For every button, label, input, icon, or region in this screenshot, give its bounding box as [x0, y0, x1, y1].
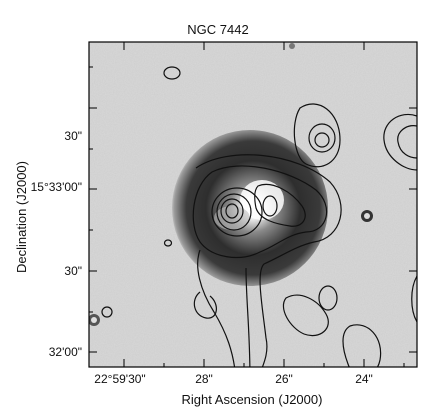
plot-frame [88, 41, 418, 368]
x-tick-label: 22°59'30" [94, 372, 146, 386]
radio-contours [101, 66, 417, 367]
x-tick-label: 26" [275, 372, 293, 386]
tick-marks [89, 42, 417, 367]
figure-title: NGC 7442 [187, 22, 249, 37]
y-tick-label: 30" [64, 264, 82, 278]
x-axis-label: Right Ascension (J2000) [181, 392, 323, 407]
x-tick-label: 28" [195, 372, 213, 386]
y-tick-label: 32'00" [48, 345, 82, 359]
y-tick-label: 30" [64, 129, 82, 143]
y-tick-label: 15°33'00" [30, 180, 82, 194]
x-tick-label: 24" [355, 372, 373, 386]
